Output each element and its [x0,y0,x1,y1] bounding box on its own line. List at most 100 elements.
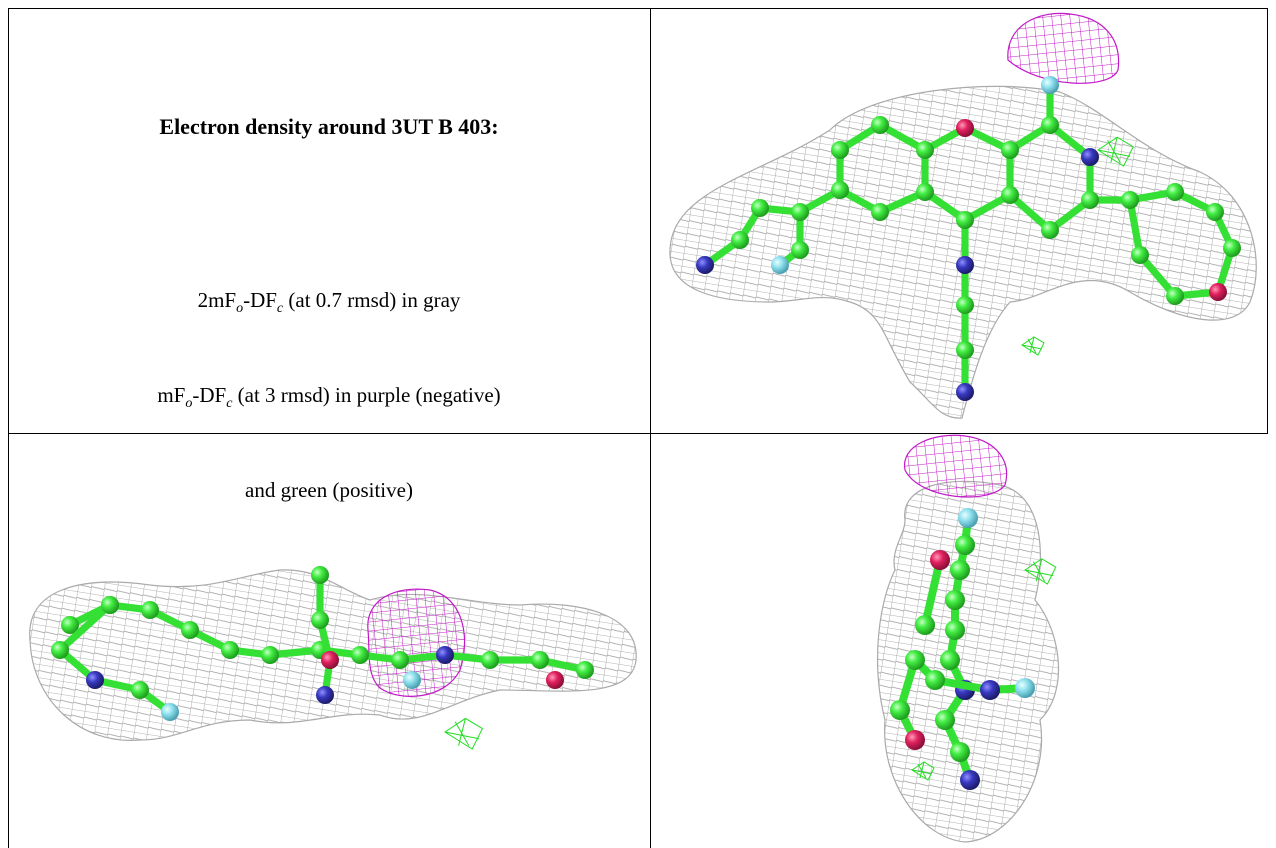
subscript: c [226,396,233,412]
atom [731,231,749,249]
positive-density [444,717,484,750]
negative-density [1007,12,1120,84]
atom [311,566,329,584]
atom [391,651,409,669]
text: and green (positive) [245,478,413,503]
atom [956,119,974,137]
atom [831,181,849,199]
subscript: c [276,301,284,317]
atom [161,703,179,721]
atom [945,590,965,610]
atom [791,203,809,221]
atom [916,141,934,159]
legend-line: and green (positive) [8,476,650,505]
text: (at 0.7 rmsd) in gray [283,288,461,312]
atom [831,141,849,159]
atom [1209,283,1227,301]
bond [1126,196,1144,259]
atom [956,383,974,401]
text: mF [157,383,186,408]
atom [61,616,79,634]
atom [925,670,945,690]
table-borders [8,8,1268,848]
text: 2mF [197,288,237,312]
atom [1206,203,1224,221]
legend-line: 2mFo-DFc (at 0.7 rmsd) in gray [8,286,650,323]
atom [1041,76,1059,94]
atom [131,681,149,699]
atom [940,650,960,670]
atom [1081,191,1099,209]
subscript: o [236,301,244,317]
legend-text: 2mFo-DFc (at 0.7 rmsd) in gray mFo-DFc (… [8,228,650,534]
atom [980,680,1000,700]
atom [950,742,970,762]
figure-title: Electron density around 3UT B 403: [159,114,499,139]
atom [930,550,950,570]
atom [531,651,549,669]
atom [576,661,594,679]
positive-density [1021,336,1045,356]
atom [956,341,974,359]
atom [1166,287,1184,305]
atom [960,770,980,790]
atom [956,296,974,314]
atom [950,560,970,580]
atom [351,646,369,664]
atom [86,671,104,689]
atom [905,650,925,670]
atom [321,651,339,669]
bond [56,601,114,654]
legend-line: mFo-DFc (at 3 rmsd) in purple (negative) [8,381,650,418]
atom [261,646,279,664]
atom [1081,148,1099,166]
bond [921,556,944,629]
density-mesh [877,480,1060,843]
atom [141,601,159,619]
atom [956,211,974,229]
atom [481,651,499,669]
atom [181,621,199,639]
atom [751,199,769,217]
atom [958,508,978,528]
atom [1223,239,1241,257]
atom [51,641,69,659]
text: (at 3 rmsd) in purple (negative) [232,383,501,408]
atom [935,710,955,730]
atom [905,730,925,750]
atom [771,256,789,274]
atom [1015,678,1035,698]
positive-density [1097,136,1134,167]
atom [871,116,889,134]
positive-density [911,761,935,781]
atom [955,535,975,555]
atom [1166,183,1184,201]
atom [871,203,889,221]
subscript: o [185,396,193,412]
atom [436,646,454,664]
atom [1131,246,1149,264]
atom [916,183,934,201]
atom [696,256,714,274]
atom [1001,141,1019,159]
atom [546,671,564,689]
atom [915,615,935,635]
positive-density [1024,558,1057,585]
negative-density [904,434,1008,498]
atom [403,671,421,689]
atom [221,641,239,659]
atom [101,596,119,614]
atom [316,686,334,704]
atom [956,256,974,274]
atom [1041,221,1059,239]
atom [1041,116,1059,134]
atom [890,700,910,720]
atom [945,620,965,640]
negative-density [367,588,466,697]
text: -DF [192,383,227,408]
atom [791,241,809,259]
text: -DF [243,288,277,312]
atom [1121,191,1139,209]
